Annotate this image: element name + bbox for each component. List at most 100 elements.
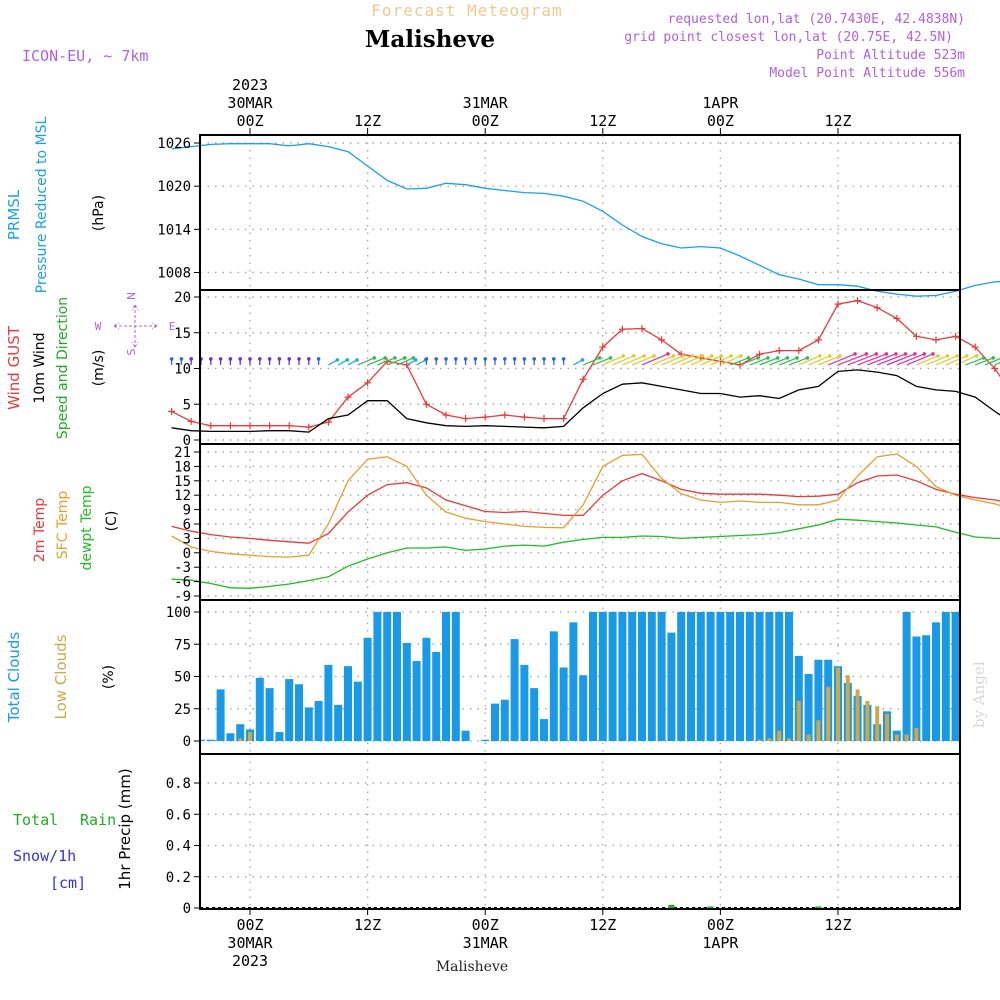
pressure-ytick-label: 1026: [157, 136, 191, 152]
wind-direction-arrow: [886, 353, 916, 366]
wind-gust-point: [501, 411, 509, 419]
precip-rain-label: Rain: [80, 811, 116, 829]
wind-ytick-label: 15: [174, 326, 191, 342]
total-cloud-bar: [696, 612, 705, 741]
wind-arrow-head: [621, 354, 626, 358]
wind-gust-point: [246, 422, 254, 430]
total-cloud-bar: [432, 651, 441, 741]
temperature-ytick-label: 18: [174, 459, 191, 475]
total-cloud-bar: [285, 679, 294, 741]
total-cloud-bar: [549, 631, 558, 741]
compass-north: N: [125, 292, 138, 300]
pressure-label-msl: Pressure Reduced to MSL: [34, 116, 50, 293]
wind-direction-arrow: [759, 357, 779, 366]
bottom-time-label: 2023: [232, 952, 268, 970]
low-cloud-bar: [238, 738, 243, 741]
temp-sfc-label: SFC Temp: [55, 491, 71, 560]
total-cloud-bar: [755, 612, 764, 741]
wind-arrow-head: [355, 358, 359, 362]
wind-arrow-head: [209, 357, 213, 361]
wind-direction-arrow: [935, 355, 958, 366]
wind-arrow-head: [444, 357, 448, 361]
wind-gust-point: [168, 407, 176, 415]
total-cloud-bar: [657, 612, 666, 741]
low-cloud-bar: [787, 738, 791, 741]
low-cloud-bar: [757, 739, 762, 741]
wind-arrow-head: [411, 356, 416, 360]
wind-arrow-head: [903, 352, 908, 356]
precip-ytick-label: 0: [183, 901, 191, 917]
wind-direction-arrow: [827, 353, 856, 366]
axes: 100810141020102605101520-9-6-30369121518…: [157, 76, 961, 970]
temperature-ytick-label: 0: [183, 546, 191, 562]
total-cloud-bar: [481, 739, 490, 741]
wind-unit: (m/s): [91, 350, 107, 387]
temperature-ytick-label: -9: [174, 589, 191, 605]
wind-arrow-head: [631, 354, 636, 358]
wind-direction-label: Speed and Direction: [55, 297, 71, 439]
wind-arrow-head: [169, 357, 174, 361]
bottom-time-label: 1APR: [702, 934, 739, 952]
wind-direction-arrow: [671, 355, 693, 366]
total-cloud-bar: [814, 659, 823, 741]
clouds-ytick-label: 25: [174, 702, 191, 718]
pressure-ytick-label: 1014: [157, 222, 191, 238]
top-time-label: 00Z: [472, 112, 499, 130]
wind-gust-point: [364, 379, 372, 387]
wind-arrow-head: [671, 354, 676, 358]
wind-arrow-head: [729, 354, 733, 358]
total-cloud-bar: [785, 612, 793, 741]
top-time-label: 00Z: [707, 112, 734, 130]
wind-direction-arrow: [710, 355, 732, 366]
total-cloud-bar: [422, 637, 431, 741]
total-cloud-bar: [206, 739, 215, 741]
bottom-time-label: 12Z: [824, 916, 851, 934]
total-cloud-bar: [736, 612, 744, 741]
wind-arrow-head: [931, 352, 935, 356]
temperature-ytick-label: 12: [174, 488, 191, 504]
wind-gust-point: [305, 423, 313, 431]
wind-arrow-head: [982, 356, 986, 360]
wind-ytick-label: 20: [174, 290, 191, 306]
wind-arrow-head: [532, 357, 536, 361]
compass-west: W: [95, 320, 102, 333]
temp-unit: (C): [104, 511, 120, 532]
wind-arrow-head: [238, 357, 242, 361]
total-cloud-bar: [442, 612, 450, 741]
wind-direction-arrow: [965, 357, 985, 366]
total-cloud-bar: [510, 639, 519, 741]
wind-direction-arrow: [602, 355, 624, 366]
total-cloud-bar: [589, 612, 597, 741]
wind-arrow-head: [642, 354, 646, 358]
wind-ytick-label: 10: [174, 362, 191, 378]
total-cloud-bar: [922, 635, 931, 741]
wind-direction-arrow: [680, 355, 703, 366]
total-cloud-bar: [314, 701, 323, 741]
total-cloud-bar: [226, 733, 235, 741]
wind-gust-point: [638, 324, 646, 332]
wind-gust-point: [893, 314, 901, 322]
clouds-ytick-label: 50: [174, 670, 191, 686]
wind-arrow-head: [739, 354, 743, 358]
pressure-series-prmsl: [171, 143, 1000, 297]
total-clouds-label: Total Clouds: [5, 632, 23, 724]
wind-arrow-head: [776, 356, 780, 360]
wind-arrow-head: [690, 354, 695, 358]
wind-arrow-head: [542, 357, 546, 361]
wind-direction-arrow: [916, 355, 939, 366]
wind-direction-arrow: [945, 355, 967, 366]
pressure-label-prmsl: PRMSL: [5, 189, 23, 240]
wind-arrow-head: [297, 357, 301, 361]
total-cloud-bar: [461, 730, 470, 741]
precip-ytick-label: 0.6: [166, 807, 191, 823]
total-cloud-bar: [638, 612, 646, 741]
wind-gust-point: [324, 418, 332, 426]
total-cloud-bar: [912, 636, 921, 741]
wind-arrow-head: [964, 354, 969, 358]
total-cloud-bar: [706, 612, 715, 741]
header: Forecast Meteogram Malisheve ICON-EU, ~ …: [22, 1, 965, 81]
wind-arrow-head: [463, 357, 468, 361]
total-cloud-bar: [334, 704, 343, 741]
precip-snow-label: Snow/1h: [13, 847, 76, 865]
wind-10m-label: 10m Wind: [32, 332, 48, 403]
